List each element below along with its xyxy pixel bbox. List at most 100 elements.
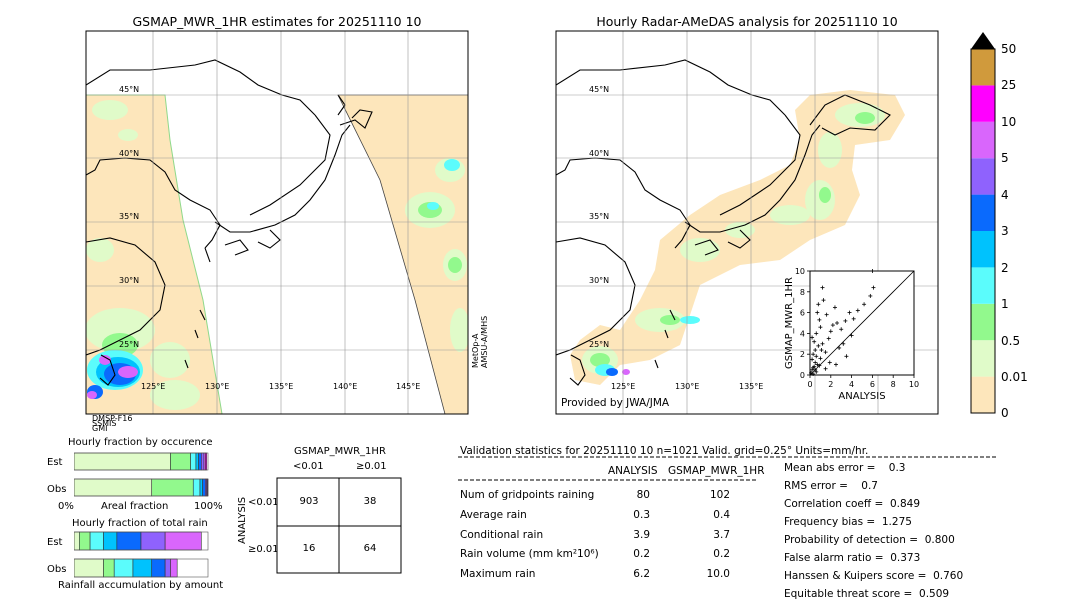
scatter-ytick-label: 10 — [795, 267, 805, 276]
validation-col-header: GSMAP_MWR_1HR — [668, 465, 765, 477]
scatter-point — [834, 362, 838, 367]
stat-row-label: Conditional rain — [460, 529, 544, 541]
stat-row-label: Average rain — [460, 509, 527, 521]
validation-header: Validation statistics for 20251110 10 n=… — [460, 445, 869, 457]
score-line: Equitable threat score = 0.509 — [784, 588, 950, 600]
validation-col-header: ANALYSIS — [608, 465, 658, 477]
colorbar — [970, 32, 996, 414]
contingency-cell: 64 — [363, 543, 377, 554]
stacked-bar-segment — [74, 558, 104, 578]
right-lat-label: 30°N — [589, 276, 610, 285]
scatter-point — [810, 357, 815, 362]
sensor-label: MetOp-A AMSU-A/MHS — [471, 315, 489, 368]
stat-row-gsmap: 3.7 — [713, 529, 730, 541]
right-lat-label: 40°N — [589, 149, 610, 158]
contingency-row-header: ≥0.01 — [248, 544, 279, 555]
scatter-point — [837, 345, 842, 350]
scatter-plot: 0 2 4 6 8 10 0 2 4 6 8 10 ANALYSIS GSMAP_MWR_1HR — [784, 267, 919, 402]
total-rain-row-label: Est — [47, 537, 63, 548]
stat-row-label: Maximum rain — [460, 568, 536, 580]
right-lon-label: 135°E — [739, 382, 764, 391]
stat-row-label: Rain volume (mm km²10⁶) — [460, 548, 599, 560]
scatter-point — [824, 312, 829, 317]
scatter-xlabel: ANALYSIS — [838, 391, 885, 402]
scatter-ytick-label: 2 — [800, 350, 805, 359]
total-rain-title: Hourly fraction of total rain — [72, 518, 208, 529]
colorbar-tick: 3 — [1001, 224, 1009, 238]
stacked-bar-segment — [164, 558, 171, 578]
colorbar-tick: 0 — [1001, 406, 1009, 420]
total-rain-xlabel: Rainfall accumulation by amount — [58, 580, 224, 591]
scatter-xtick-label: 4 — [849, 380, 854, 389]
stacked-bar-segment — [190, 452, 197, 471]
scatter-point — [818, 325, 823, 330]
stat-row-label: Num of gridpoints raining — [460, 489, 595, 501]
colorbar-tick: 2 — [1001, 261, 1009, 275]
scatter-point — [868, 293, 873, 298]
scatter-point — [813, 360, 818, 365]
occurrence-xtick: 100% — [194, 501, 223, 512]
scatter-xtick-label: 6 — [870, 380, 875, 389]
right-map — [556, 31, 938, 414]
scatter-point — [811, 352, 816, 357]
scatter-xtick-label: 8 — [891, 380, 896, 389]
stacked-bar-segment — [89, 531, 104, 551]
scatter-point — [816, 343, 821, 348]
sensor-bottom-label: DMSP-F16 SSMIS GMI — [92, 414, 133, 433]
scatter-point — [814, 354, 819, 359]
left-map — [86, 31, 468, 414]
stat-row-gsmap: 102 — [709, 489, 730, 501]
stacked-bar-segment — [113, 558, 134, 578]
stacked-bar-frame — [74, 478, 209, 497]
scatter-point — [832, 305, 837, 310]
colorbar-tick: 0.01 — [1001, 370, 1028, 384]
left-lon-label: 135°E — [269, 382, 294, 391]
occurrence-bars — [74, 452, 209, 497]
scatter-point — [814, 369, 819, 374]
score-line: Hanssen & Kuipers score = 0.760 — [784, 570, 964, 582]
colorbar-segment — [971, 267, 995, 304]
score-line: Correlation coeff = 0.849 — [784, 498, 920, 510]
contingency-title: GSMAP_MWR_1HR — [294, 446, 386, 457]
score-line: Probability of detection = 0.800 — [784, 534, 955, 546]
data-credit: Provided by JWA/JMA — [561, 397, 670, 409]
colorbar-segment — [971, 158, 995, 195]
right-lat-label: 45°N — [589, 85, 610, 94]
contingency-grid — [276, 477, 402, 574]
scatter-point — [820, 285, 825, 290]
score-line: RMS error = 0.7 — [784, 480, 878, 492]
left-lon-label: 145°E — [396, 382, 421, 391]
contingency-col-header: ≥0.01 — [356, 461, 387, 472]
contingency-cell: 38 — [363, 496, 377, 507]
contingency-col-header: <0.01 — [293, 461, 324, 472]
stacked-bar-segment — [132, 558, 153, 578]
scatter-point — [820, 341, 825, 346]
scatter-point — [862, 302, 867, 307]
right-lat-label: 35°N — [589, 212, 610, 221]
stat-row-analysis: 6.2 — [633, 568, 650, 580]
colorbar-segment — [971, 340, 995, 377]
colorbar-segment — [971, 376, 995, 413]
scatter-point — [826, 336, 831, 341]
scatter-point — [823, 366, 828, 371]
scatter-point — [818, 356, 823, 361]
contingency-row-axis-label: ANALYSIS — [237, 496, 248, 544]
score-line: False alarm ratio = 0.373 — [784, 552, 921, 564]
scatter-point — [816, 302, 821, 307]
colorbar-tick: 1 — [1001, 297, 1009, 311]
left-lon-label: 130°E — [205, 382, 230, 391]
stacked-bar-segment — [74, 531, 80, 551]
scatter-point — [810, 335, 815, 340]
scatter-ytick-label: 6 — [800, 309, 805, 318]
stat-row-gsmap: 0.4 — [713, 509, 730, 521]
right-lon-label: 125°E — [611, 382, 636, 391]
scatter-point — [817, 363, 822, 368]
scatter-ytick-label: 0 — [800, 371, 805, 380]
scatter-point — [813, 348, 818, 353]
scatter-point — [811, 371, 816, 376]
colorbar-tick: 0.5 — [1001, 334, 1021, 348]
left-lat-label: 35°N — [119, 212, 140, 221]
stacked-bar-segment — [103, 531, 118, 551]
scatter-xtick-label: 0 — [807, 380, 812, 389]
scatter-point — [821, 298, 826, 303]
